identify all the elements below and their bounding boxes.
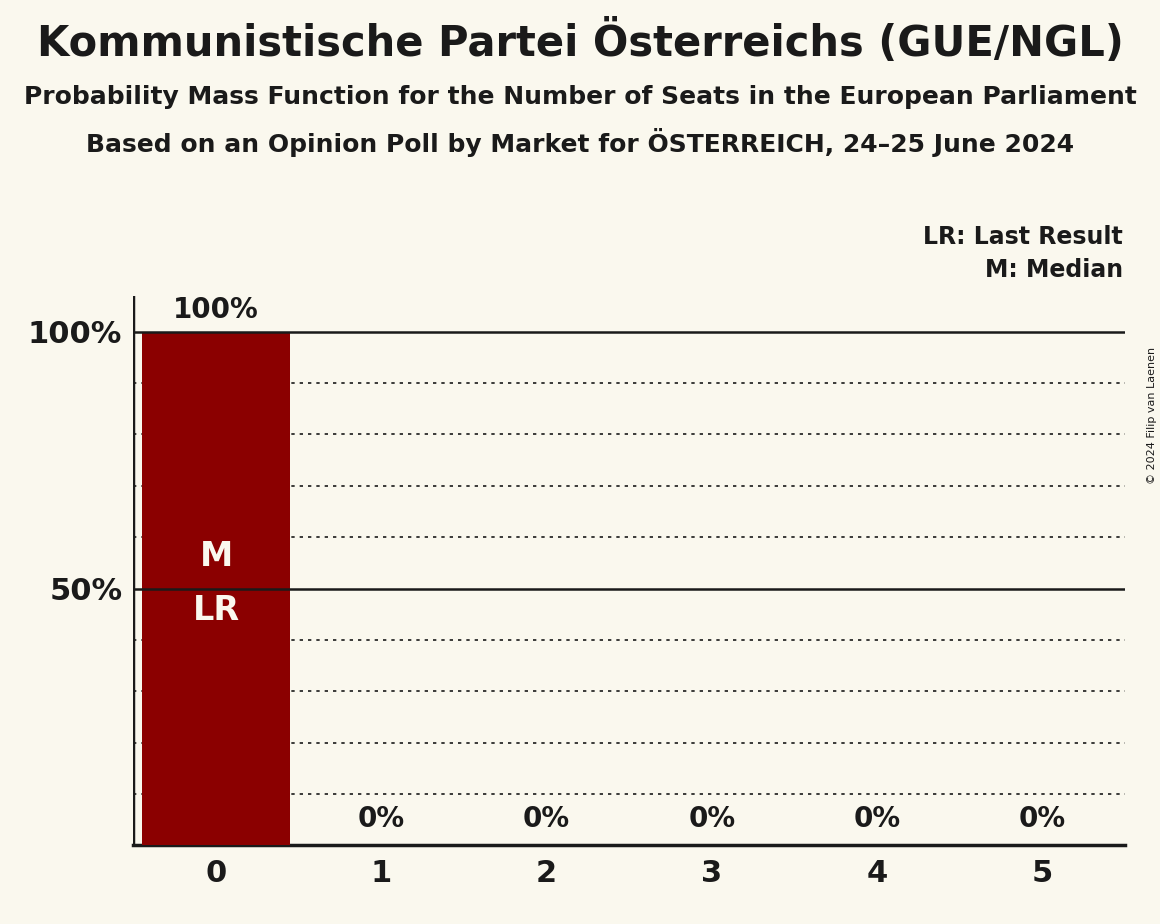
Text: LR: LR: [193, 594, 240, 626]
Text: 0%: 0%: [688, 805, 735, 833]
Text: Based on an Opinion Poll by Market for ÖSTERREICH, 24–25 June 2024: Based on an Opinion Poll by Market for Ö…: [86, 128, 1074, 156]
Text: 0%: 0%: [523, 805, 571, 833]
Text: LR: Last Result: LR: Last Result: [923, 225, 1123, 249]
Text: Probability Mass Function for the Number of Seats in the European Parliament: Probability Mass Function for the Number…: [23, 85, 1137, 109]
Text: Kommunistische Partei Österreichs (GUE/NGL): Kommunistische Partei Österreichs (GUE/N…: [37, 20, 1123, 66]
Text: 0%: 0%: [854, 805, 901, 833]
Text: M: M: [200, 541, 233, 573]
Text: 0%: 0%: [357, 805, 405, 833]
Text: M: Median: M: Median: [985, 258, 1123, 282]
Text: © 2024 Filip van Laenen: © 2024 Filip van Laenen: [1147, 347, 1157, 484]
Text: 0%: 0%: [1018, 805, 1066, 833]
Text: 100%: 100%: [173, 296, 259, 324]
Bar: [142, 332, 290, 845]
